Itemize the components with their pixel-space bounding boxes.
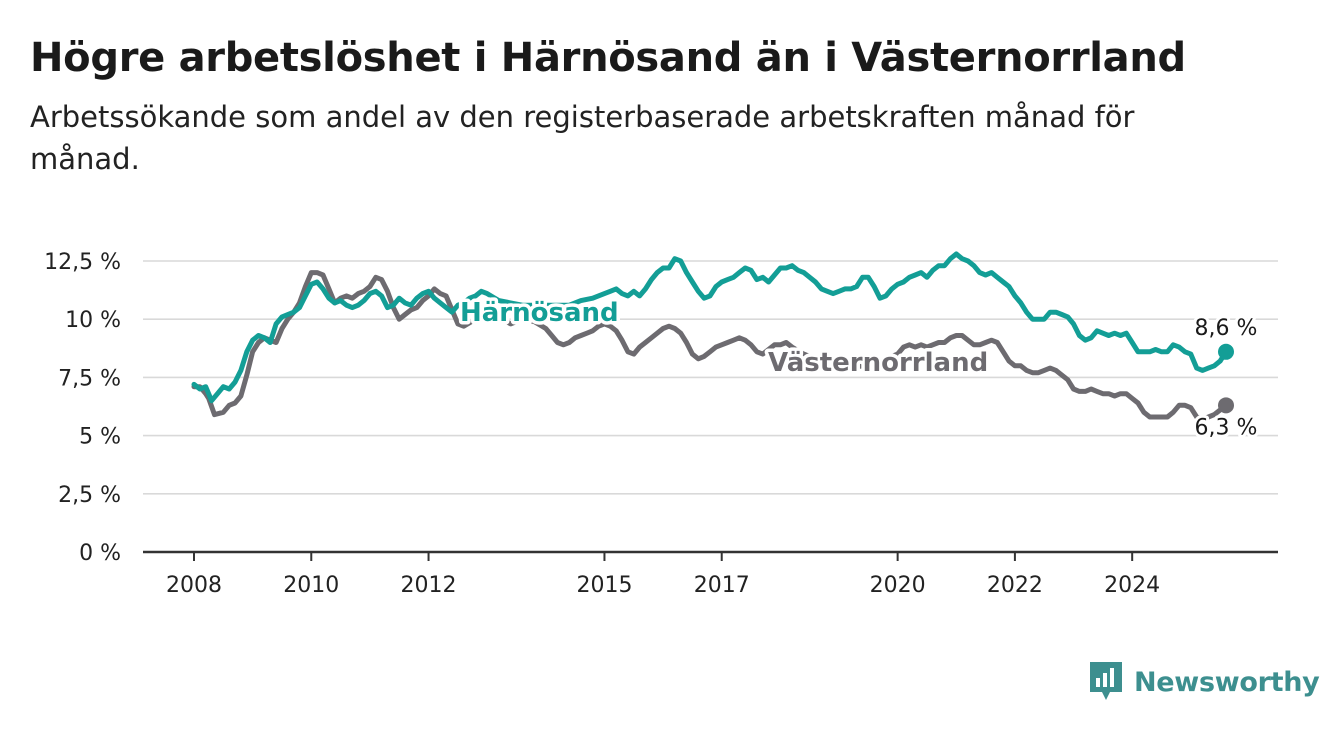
y-tick-label: 0 % (79, 541, 121, 566)
end-point-vasternorrland (1218, 397, 1234, 414)
y-tick-label: 10 % (65, 308, 121, 333)
y-axis-ticks: 0 % 2,5 % 5 % 7,5 % 10 % 12,5 % (44, 250, 121, 566)
x-tick-label: 2012 (401, 573, 457, 598)
x-tick-label: 2022 (987, 573, 1043, 598)
x-axis-ticks: 2008 2010 2012 2015 2017 2020 2022 2024 (166, 552, 1160, 598)
x-tick-label: 2017 (694, 573, 750, 598)
y-tick-label: 5 % (79, 425, 121, 450)
x-tick-label: 2020 (870, 573, 926, 598)
series-line-vasternorrland (191, 270, 1229, 422)
x-tick-label: 2015 (576, 573, 632, 598)
series-label-vasternorrland: Västernorrland (768, 348, 988, 378)
end-point-harnosand (1218, 343, 1234, 360)
x-tick-label: 2024 (1104, 573, 1160, 598)
y-tick-label: 7,5 % (58, 366, 121, 391)
series-line-harnosand (191, 251, 1229, 404)
newsworthy-brand: Newsworthy (1088, 660, 1320, 704)
series-label-harnosand: Härnösand (460, 298, 619, 328)
end-value-label-vasternorrland: 6,3 % (1195, 415, 1258, 440)
series-labels: Härnösand Västernorrland 8,6 % 6,3 % (457, 295, 1261, 444)
end-value-label-harnosand: 8,6 % (1195, 316, 1258, 341)
x-tick-label: 2008 (166, 573, 222, 598)
chart-title: Högre arbetslöshet i Härnösand än i Väst… (30, 35, 1186, 81)
y-tick-label: 2,5 % (58, 483, 121, 508)
newsworthy-logo-icon (1090, 662, 1122, 700)
gridlines (143, 260, 1278, 554)
y-tick-label: 12,5 % (44, 250, 121, 275)
series-lines (191, 251, 1234, 422)
brand-name: Newsworthy (1134, 666, 1320, 698)
chart-subtitle: Arbetssökande som andel av den registerb… (30, 100, 1135, 176)
x-tick-label: 2010 (283, 573, 339, 598)
